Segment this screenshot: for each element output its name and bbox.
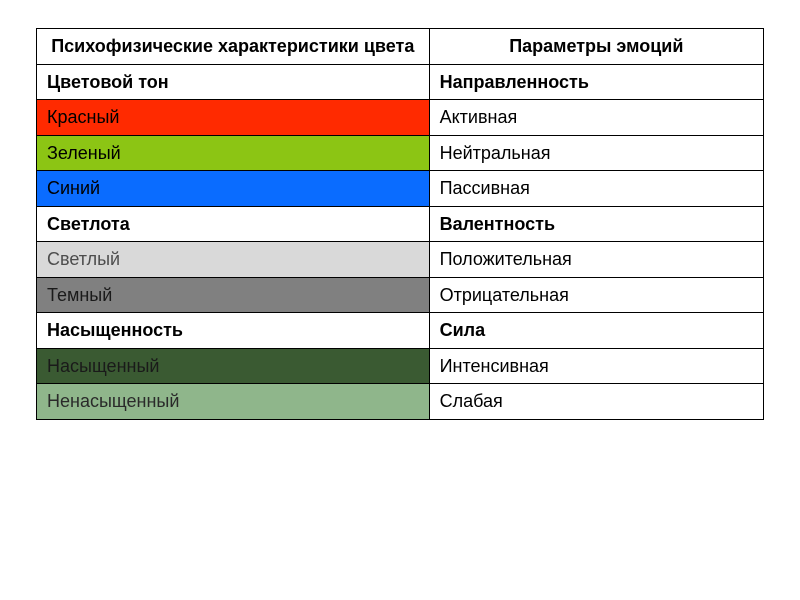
cell-right: Положительная	[429, 242, 763, 278]
header-left: Психофизические характеристики цвета	[37, 29, 430, 65]
table-row: КрасныйАктивная	[37, 100, 764, 136]
cell-right: Пассивная	[429, 171, 763, 207]
cell-left: Насыщенность	[37, 313, 430, 349]
cell-right: Нейтральная	[429, 135, 763, 171]
cell-left: Зеленый	[37, 135, 430, 171]
table-row: ЗеленыйНейтральная	[37, 135, 764, 171]
cell-left: Темный	[37, 277, 430, 313]
cell-right: Активная	[429, 100, 763, 136]
cell-right: Интенсивная	[429, 348, 763, 384]
table-row: НасыщенностьСила	[37, 313, 764, 349]
cell-left: Светлота	[37, 206, 430, 242]
cell-right: Валентность	[429, 206, 763, 242]
table-row: НасыщенныйИнтенсивная	[37, 348, 764, 384]
cell-left: Синий	[37, 171, 430, 207]
cell-right: Направленность	[429, 64, 763, 100]
table-row: ТемныйОтрицательная	[37, 277, 764, 313]
cell-right: Отрицательная	[429, 277, 763, 313]
header-right: Параметры эмоций	[429, 29, 763, 65]
table-container: Психофизические характеристики цвета Пар…	[0, 0, 800, 448]
cell-left: Красный	[37, 100, 430, 136]
cell-left: Ненасыщенный	[37, 384, 430, 420]
table-row: Цветовой тонНаправленность	[37, 64, 764, 100]
table-row: СветлыйПоложительная	[37, 242, 764, 278]
cell-right: Сила	[429, 313, 763, 349]
table-header-row: Психофизические характеристики цвета Пар…	[37, 29, 764, 65]
cell-left: Цветовой тон	[37, 64, 430, 100]
table-row: СветлотаВалентность	[37, 206, 764, 242]
color-emotion-table: Психофизические характеристики цвета Пар…	[36, 28, 764, 420]
table-row: СинийПассивная	[37, 171, 764, 207]
table-row: НенасыщенныйСлабая	[37, 384, 764, 420]
cell-left: Светлый	[37, 242, 430, 278]
cell-right: Слабая	[429, 384, 763, 420]
cell-left: Насыщенный	[37, 348, 430, 384]
